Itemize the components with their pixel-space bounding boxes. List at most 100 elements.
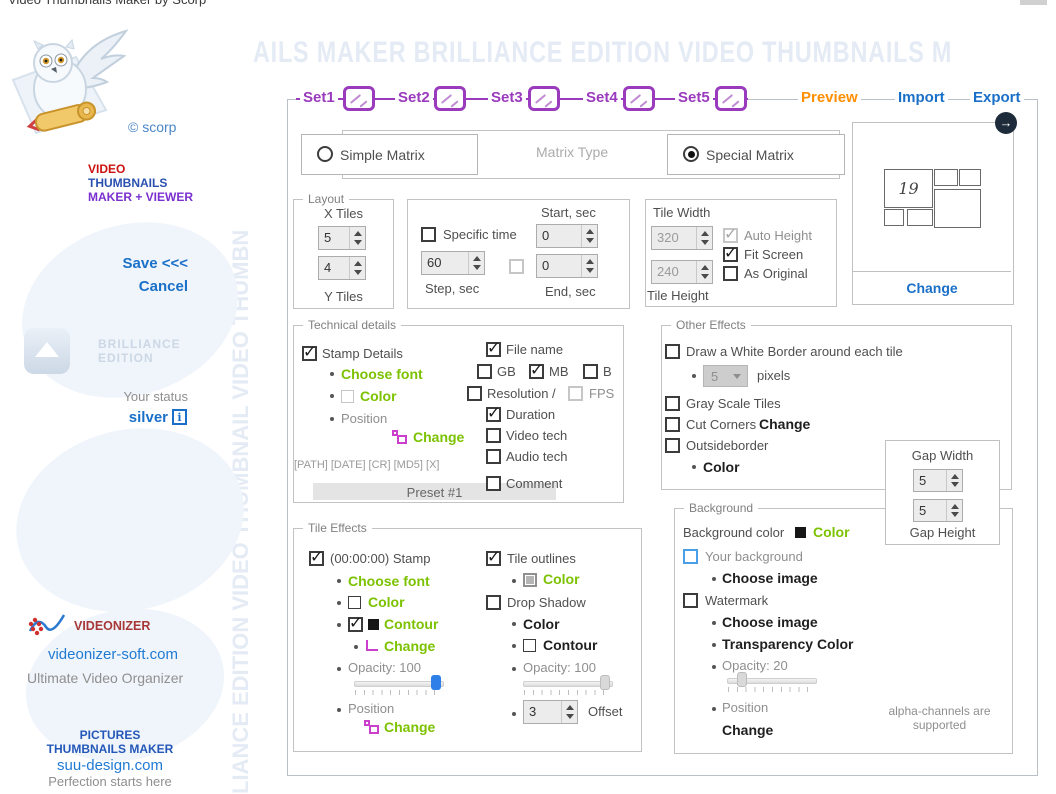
gap-width-value[interactable]: 5 [919, 473, 927, 488]
your-background-checkbox[interactable] [683, 549, 698, 564]
stamp-opacity-slider-thumb[interactable] [431, 675, 441, 690]
tab-set2[interactable]: Set2 [395, 89, 433, 106]
border-pixels-dropdown[interactable]: 5 [703, 365, 748, 387]
set2-thumbnail-icon[interactable] [434, 86, 466, 111]
shadow-opacity-slider[interactable] [523, 681, 613, 687]
stamp-choose-font-link[interactable]: Choose font [348, 573, 430, 589]
minimize-button[interactable] [1020, 0, 1047, 5]
stamp-color-checkbox[interactable] [348, 596, 361, 609]
shadow-color-link[interactable]: Color [523, 616, 560, 632]
shadow-offset-spinner[interactable]: 3 [523, 700, 578, 724]
tile-width-spinner[interactable]: 320 [651, 226, 713, 250]
resolution-checkbox[interactable] [467, 386, 482, 401]
tech-choose-font-link[interactable]: Choose font [341, 366, 423, 382]
timestamp-checkbox[interactable] [309, 547, 324, 567]
stamp-contour-link[interactable]: Contour [384, 616, 439, 632]
outline-color-link[interactable]: Color [543, 571, 580, 587]
stamp-position-icon[interactable] [364, 720, 379, 734]
auto-height-checkbox[interactable] [723, 224, 738, 244]
tab-set1[interactable]: Set1 [300, 89, 338, 106]
set4-thumbnail-icon[interactable] [623, 86, 655, 111]
tile-outlines-checkbox[interactable] [486, 547, 501, 567]
shadow-contour-checkbox[interactable] [523, 639, 536, 652]
shadow-contour-link[interactable]: Contour [543, 637, 598, 653]
matrix-change-button[interactable]: Change [906, 280, 958, 296]
tile-width-value[interactable]: 320 [657, 230, 679, 245]
gb-checkbox[interactable] [477, 364, 492, 379]
spinner-arrows[interactable] [946, 470, 962, 491]
next-arrow-button[interactable] [995, 112, 1017, 134]
x-tiles-spinner[interactable]: 5 [318, 226, 366, 250]
spinner-arrows[interactable] [349, 227, 365, 249]
watermark-checkbox[interactable] [683, 593, 698, 608]
spinner-arrows[interactable] [468, 252, 484, 274]
position-corner-icon[interactable] [392, 430, 407, 444]
stamp-opacity-slider[interactable] [354, 681, 444, 687]
stamp-position-change-link[interactable]: Change [384, 719, 436, 735]
simple-matrix-option-box[interactable]: Simple Matrix [301, 134, 478, 175]
outline-color-well[interactable] [523, 573, 537, 587]
contour-change-link[interactable]: Change [384, 638, 436, 654]
y-tiles-value[interactable]: 4 [324, 260, 332, 275]
tech-change-link[interactable]: Change [413, 429, 465, 445]
fit-screen-checkbox[interactable] [723, 243, 738, 263]
spinner-arrows[interactable] [581, 225, 597, 247]
pictures-site-link[interactable]: suu-design.com [57, 757, 163, 774]
white-border-checkbox[interactable] [665, 344, 680, 359]
set3-thumbnail-icon[interactable] [528, 86, 560, 111]
comment-checkbox[interactable] [486, 476, 501, 491]
specific-time-checkbox[interactable] [421, 227, 436, 242]
bg-choose-image-link[interactable]: Choose image [722, 570, 818, 586]
tile-height-value[interactable]: 240 [657, 264, 679, 279]
file-name-checkbox[interactable] [486, 338, 501, 358]
spinner-arrows[interactable] [349, 257, 365, 279]
wm-position-change-link[interactable]: Change [722, 722, 774, 738]
end-sec-spinner[interactable]: 0 [536, 254, 598, 278]
set1-thumbnail-icon[interactable] [343, 86, 375, 111]
wm-choose-image-link[interactable]: Choose image [722, 614, 818, 630]
gap-height-spinner[interactable]: 5 [913, 499, 963, 522]
status-info-icon[interactable] [172, 409, 187, 425]
gap-width-spinner[interactable]: 5 [913, 469, 963, 492]
wm-opacity-slider[interactable] [727, 678, 817, 684]
gap-height-value[interactable]: 5 [919, 503, 927, 518]
mb-checkbox[interactable] [529, 360, 544, 380]
transparency-color-link[interactable]: Transparency Color [722, 636, 854, 652]
stamp-contour-checkbox[interactable] [348, 613, 363, 633]
save-button[interactable]: Save <<< [122, 255, 188, 272]
tab-set5[interactable]: Set5 [675, 89, 713, 106]
duration-checkbox[interactable] [486, 403, 501, 423]
tile-height-spinner[interactable]: 240 [651, 260, 713, 284]
tab-import[interactable]: Import [895, 89, 948, 106]
step-sec-value[interactable]: 60 [427, 255, 442, 270]
audio-tech-checkbox[interactable] [486, 449, 501, 464]
wm-opacity-slider-thumb[interactable] [737, 672, 747, 687]
video-tech-checkbox[interactable] [486, 428, 501, 443]
contour-color-swatch[interactable] [368, 619, 379, 630]
gray-scale-checkbox[interactable] [665, 396, 680, 411]
cut-corners-change-link[interactable]: Change [759, 416, 811, 432]
drop-shadow-checkbox[interactable] [486, 595, 501, 610]
as-original-checkbox[interactable] [723, 266, 738, 281]
spinner-arrows[interactable] [696, 227, 712, 249]
outside-border-checkbox[interactable] [665, 438, 680, 453]
tech-color-link[interactable]: Color [360, 388, 397, 404]
tab-set4[interactable]: Set4 [583, 89, 621, 106]
b-checkbox[interactable] [583, 364, 598, 379]
tab-export[interactable]: Export [970, 89, 1024, 106]
videonizer-site-link[interactable]: videonizer-soft.com [47, 646, 179, 663]
fps-checkbox[interactable] [568, 386, 583, 401]
spinner-arrows[interactable] [581, 255, 597, 277]
tech-color-checkbox[interactable] [341, 390, 354, 403]
cut-corners-checkbox[interactable] [665, 417, 680, 432]
start-sec-spinner[interactable]: 0 [536, 224, 598, 248]
tab-preview[interactable]: Preview [798, 89, 861, 106]
stamp-color-link[interactable]: Color [368, 594, 405, 610]
special-matrix-radio[interactable] [683, 146, 699, 162]
simple-matrix-radio[interactable] [317, 146, 333, 162]
end-time-enable-checkbox[interactable] [509, 259, 524, 274]
step-sec-spinner[interactable]: 60 [421, 251, 485, 275]
shadow-offset-value[interactable]: 3 [529, 704, 537, 719]
x-tiles-value[interactable]: 5 [324, 230, 332, 245]
background-color-swatch[interactable] [795, 527, 806, 538]
